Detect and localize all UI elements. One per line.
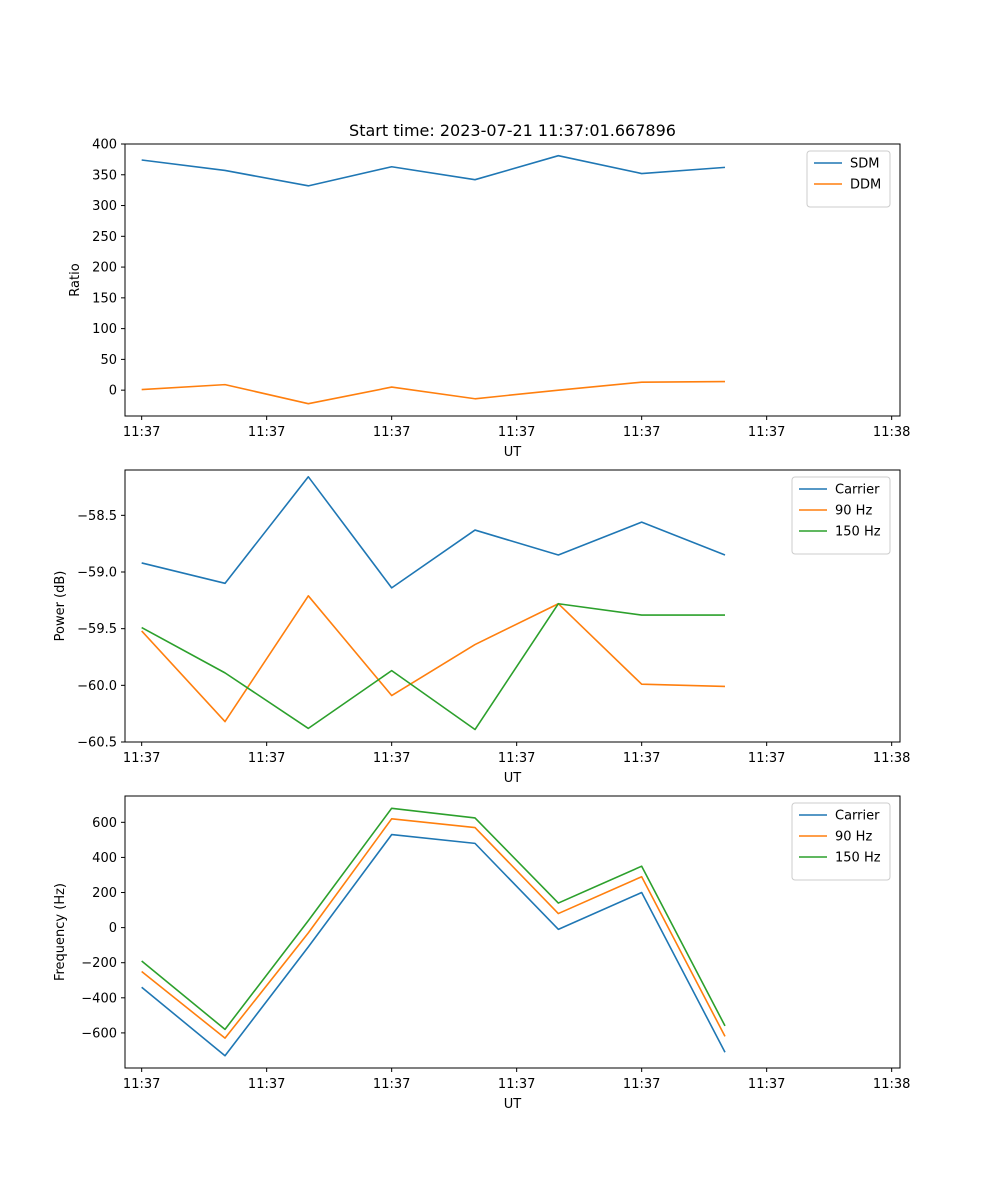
x-tick-label: 11:37 <box>498 1077 535 1092</box>
chart-panel-1: 11:37 11:37 11:37 11:37 11:37 11:37 11:38 0 50 10… <box>68 138 910 461</box>
y-tick-label: −59.0 <box>77 566 117 581</box>
y-tick-label: 100 <box>92 322 117 337</box>
y-tick-label: 150 <box>92 291 117 306</box>
x-tick-label: 11:37 <box>498 751 535 766</box>
x-tick-label: 11:37 <box>748 1077 785 1092</box>
x-tick-label: 11:38 <box>873 425 910 440</box>
x-tick-label: 11:37 <box>373 751 410 766</box>
series-line-ddm <box>141 380 726 405</box>
y-tick-label: 250 <box>92 230 117 245</box>
y-tick-label: 400 <box>92 138 117 153</box>
legend-label: SDM <box>850 157 879 172</box>
x-tick-label: 11:37 <box>373 1077 410 1092</box>
x-axis-label: UT <box>504 1097 522 1112</box>
x-tick-label: 11:37 <box>623 1077 660 1092</box>
legend-label: 150 Hz <box>835 851 881 866</box>
series-line-150-hz <box>141 807 726 1031</box>
x-tick-label: 11:37 <box>248 1077 285 1092</box>
series-line-sdm <box>141 154 726 187</box>
y-tick-label: 400 <box>92 851 117 866</box>
x-tick-label: 11:37 <box>373 425 410 440</box>
y-tick-label: 0 <box>109 921 117 936</box>
charts: 11:37 11:37 11:37 11:37 11:37 11:37 11:38 0 50 10… <box>53 138 910 1113</box>
legend-label: 150 Hz <box>835 525 881 540</box>
x-tick-label: 11:38 <box>873 751 910 766</box>
x-tick-label: 11:37 <box>623 751 660 766</box>
y-tick-label: 0 <box>109 384 117 399</box>
y-tick-label: −200 <box>81 956 117 971</box>
y-tick-label: 350 <box>92 168 117 183</box>
x-tick-label: 11:37 <box>748 751 785 766</box>
y-tick-label: 600 <box>92 816 117 831</box>
x-axis-label: UT <box>504 771 522 786</box>
legend-label: Carrier <box>835 483 880 498</box>
y-tick-label: 200 <box>92 261 117 276</box>
series-line-90-hz <box>141 818 726 1039</box>
y-axis-label: Power (dB) <box>53 571 68 642</box>
plot-frame <box>124 143 901 417</box>
y-tick-label: −60.0 <box>77 679 117 694</box>
x-tick-label: 11:37 <box>498 425 535 440</box>
chart-panel-3: 11:37 11:37 11:37 11:37 11:37 11:37 11:38 −600 −… <box>53 795 910 1112</box>
x-tick-label: 11:37 <box>123 425 160 440</box>
y-tick-label: 50 <box>100 353 117 368</box>
series-line-150-hz <box>141 602 725 731</box>
y-tick-label: 300 <box>92 199 117 214</box>
y-axis-label: Frequency (Hz) <box>53 883 68 981</box>
legend-box <box>791 802 891 881</box>
x-tick-label: 11:37 <box>123 751 160 766</box>
plot-frame <box>124 469 901 743</box>
series-line-carrier <box>141 833 726 1057</box>
y-tick-label: −400 <box>81 991 117 1006</box>
y-tick-label: −58.5 <box>77 509 117 524</box>
legend-label: Carrier <box>835 809 880 824</box>
y-tick-label: −60.5 <box>77 736 117 751</box>
x-tick-label: 11:37 <box>123 1077 160 1092</box>
x-axis-label: UT <box>504 445 522 460</box>
legend-label: 90 Hz <box>835 504 872 519</box>
x-tick-label: 11:37 <box>748 425 785 440</box>
legend-label: 90 Hz <box>835 830 872 845</box>
y-tick-label: −59.5 <box>77 622 117 637</box>
chart-panel-2: 11:37 11:37 11:37 11:37 11:37 11:37 11:38 −60.5… <box>53 469 910 786</box>
chart-title: Start time: 2023-07-21 11:37:01.667896 <box>349 121 676 140</box>
legend-box <box>791 476 891 555</box>
y-axis-label: Ratio <box>68 263 83 296</box>
plot-frame <box>124 795 901 1069</box>
legend-label: DDM <box>850 178 881 193</box>
series-line-90-hz <box>141 594 726 723</box>
x-tick-label: 11:37 <box>248 425 285 440</box>
y-tick-label: −600 <box>81 1026 117 1041</box>
legend-box <box>806 150 891 208</box>
y-tick-label: 200 <box>92 886 117 901</box>
x-tick-label: 11:38 <box>873 1077 910 1092</box>
x-tick-label: 11:37 <box>623 425 660 440</box>
series-line-carrier <box>141 475 726 589</box>
x-tick-label: 11:37 <box>248 751 285 766</box>
